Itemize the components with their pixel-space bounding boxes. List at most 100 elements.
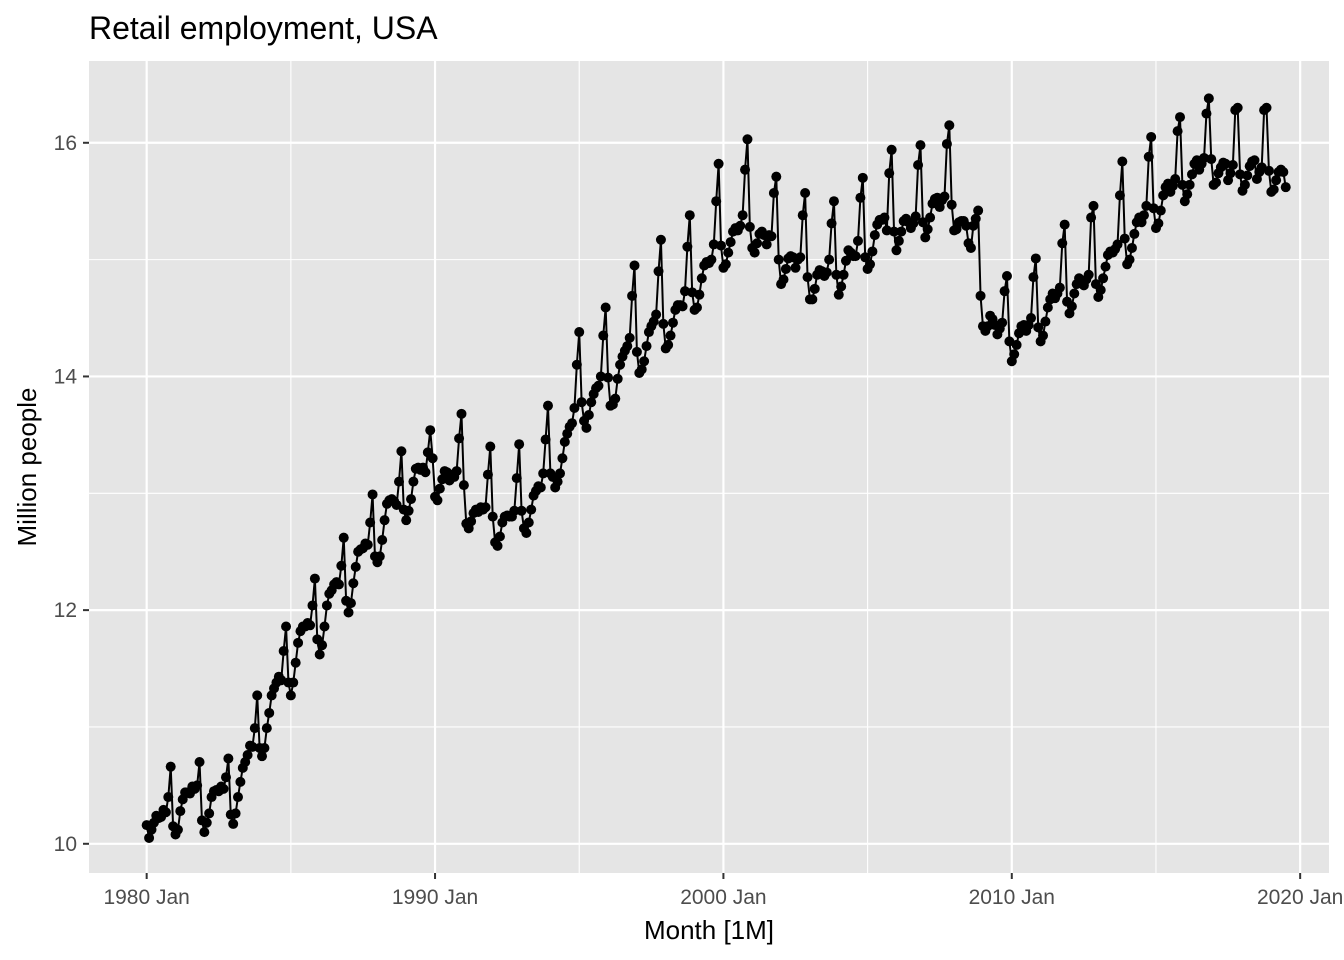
data-point — [435, 484, 445, 494]
data-point — [625, 333, 635, 343]
data-point — [827, 218, 837, 228]
plot-panel — [89, 61, 1329, 873]
data-point — [706, 255, 716, 265]
x-tick-label: 2000 Jan — [680, 886, 766, 909]
data-point — [396, 446, 406, 456]
data-point — [656, 235, 666, 245]
data-point — [891, 245, 901, 255]
data-point — [541, 435, 551, 445]
data-point — [795, 252, 805, 262]
data-point — [697, 273, 707, 283]
data-point — [493, 541, 503, 551]
data-point — [394, 477, 404, 487]
data-point — [199, 827, 209, 837]
data-point — [204, 808, 214, 818]
data-point — [726, 237, 736, 247]
data-point — [721, 259, 731, 269]
data-point — [401, 515, 411, 525]
data-point — [279, 646, 289, 656]
data-point — [593, 381, 603, 391]
data-point — [1269, 185, 1279, 195]
data-point — [1156, 206, 1166, 216]
data-point — [613, 374, 623, 384]
data-point — [166, 762, 176, 772]
data-point — [879, 213, 889, 223]
data-point — [598, 331, 608, 341]
data-point — [1228, 160, 1238, 170]
data-point — [348, 578, 358, 588]
data-point — [1028, 272, 1038, 282]
data-point — [375, 551, 385, 561]
data-point — [425, 425, 435, 435]
data-point — [485, 442, 495, 452]
data-point — [632, 347, 642, 357]
data-point — [694, 290, 704, 300]
data-point — [259, 743, 269, 753]
data-point — [858, 173, 868, 183]
data-point — [742, 134, 752, 144]
data-point — [668, 318, 678, 328]
data-point — [363, 540, 373, 550]
data-point — [1264, 166, 1274, 176]
data-point — [526, 505, 536, 515]
data-point — [1173, 126, 1183, 136]
data-point — [1012, 340, 1022, 350]
data-point — [567, 418, 577, 428]
data-point — [1204, 93, 1214, 103]
data-point — [944, 120, 954, 130]
data-point — [923, 224, 933, 234]
data-point — [915, 140, 925, 150]
data-point — [942, 139, 952, 149]
data-point — [887, 145, 897, 155]
data-point — [1115, 190, 1125, 200]
data-point — [716, 241, 726, 251]
data-point — [997, 318, 1007, 328]
data-point — [1281, 182, 1291, 192]
data-point — [798, 210, 808, 220]
data-point — [322, 600, 332, 610]
y-tick-label: 14 — [54, 365, 78, 388]
data-point — [630, 260, 640, 270]
data-point — [310, 574, 320, 584]
data-point — [913, 160, 923, 170]
data-point — [610, 394, 620, 404]
data-point — [286, 690, 296, 700]
data-point — [572, 360, 582, 370]
data-point — [262, 723, 272, 733]
data-point — [666, 331, 676, 341]
data-point — [976, 291, 986, 301]
data-point — [557, 453, 567, 463]
chart-title: Retail employment, USA — [89, 10, 438, 46]
data-point — [836, 281, 846, 291]
data-point — [1069, 289, 1079, 299]
data-point — [454, 433, 464, 443]
data-point — [1009, 349, 1019, 359]
data-point — [219, 784, 229, 794]
data-point — [1242, 171, 1252, 181]
data-point — [1117, 156, 1127, 166]
data-point — [639, 356, 649, 366]
data-point — [925, 213, 935, 223]
data-point — [452, 466, 462, 476]
data-point — [723, 248, 733, 258]
data-point — [404, 506, 414, 516]
data-point — [1057, 238, 1067, 248]
data-point — [408, 477, 418, 487]
x-tick-label: 2010 Jan — [969, 886, 1055, 909]
data-point — [800, 188, 810, 198]
data-point — [1120, 234, 1130, 244]
data-point — [603, 373, 613, 383]
data-point — [1144, 152, 1154, 162]
data-point — [228, 819, 238, 829]
data-point — [495, 532, 505, 542]
y-tick-label: 16 — [54, 132, 77, 155]
data-point — [406, 494, 416, 504]
data-point — [334, 579, 344, 589]
data-point — [161, 807, 171, 817]
data-point — [714, 159, 724, 169]
data-point — [1086, 213, 1096, 223]
data-point — [351, 562, 361, 572]
data-point — [1129, 229, 1139, 239]
data-point — [512, 473, 522, 483]
x-tick-label: 1990 Jan — [392, 886, 478, 909]
